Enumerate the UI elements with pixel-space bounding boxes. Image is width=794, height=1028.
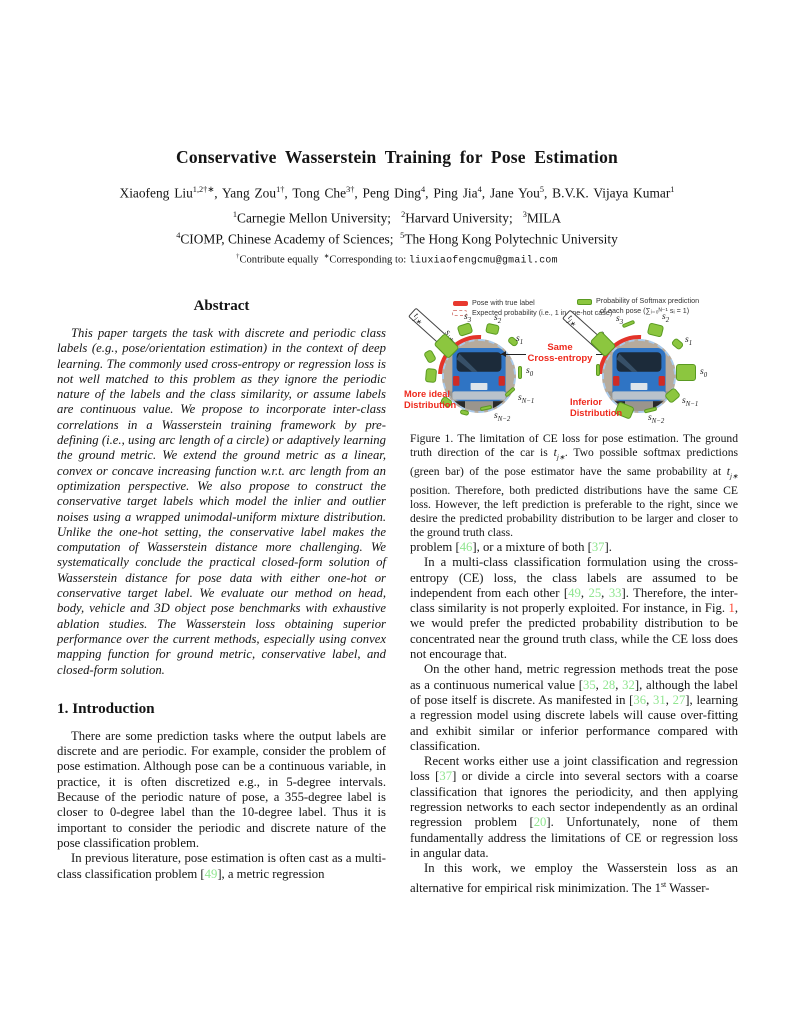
- paper-title: Conservative Wasserstein Training for Po…: [175, 146, 618, 167]
- affiliation-line-2: 4CIOMP, Chinese Academy of Sciences; 5Th…: [176, 231, 618, 247]
- softmax-bar: [423, 349, 437, 364]
- softmax-bar: [518, 366, 522, 379]
- softmax-bar: [621, 319, 636, 329]
- pose-label-s2: s2: [494, 313, 502, 325]
- body-paragraph-4: Recent works either use a joint classifi…: [410, 754, 739, 860]
- pose-label-sN2: sN−2: [494, 411, 511, 423]
- right-column: Pose with true label Expected probabilit…: [404, 296, 739, 896]
- pose-label-s0: s0: [526, 366, 534, 378]
- footnote-line[interactable]: †Contribute equally ∗Corresponding to: l…: [236, 253, 558, 266]
- affiliation-line-1: 1Carnegie Mellon University; 2Harvard Un…: [232, 210, 562, 226]
- body-paragraph-2: In a multi-class classification formulat…: [410, 555, 739, 662]
- pose-label-s1: s1: [516, 334, 524, 346]
- pose-label-s1: s1: [685, 335, 693, 347]
- intro-paragraph-1: There are some prediction tasks where th…: [57, 728, 386, 850]
- softmax-bar: [596, 364, 600, 376]
- pose-label-sN2: sN−2: [648, 413, 665, 425]
- pose-label-sN1: sN−1: [518, 393, 535, 405]
- pose-circle-right: [602, 339, 676, 413]
- figure-1: Pose with true label Expected probabilit…: [404, 296, 738, 434]
- author-line: Xiaofeng Liu1,2†∗, Yang Zou1†, Tong Che3…: [119, 185, 675, 201]
- abstract-text: This paper targets the task with discret…: [57, 326, 386, 677]
- intro-paragraph-2: In previous literature, pose estimation …: [57, 851, 386, 881]
- same-cross-entropy-label: Same Cross-entropy: [527, 342, 593, 364]
- legend-softmax-text-1: Probability of Softmax prediction: [596, 296, 700, 305]
- legend-softmax-text-2: of each pose (∑ᵢ₌₀ᴺ⁻¹ sᵢ = 1): [600, 306, 690, 315]
- legend-expected-swatch: [452, 310, 467, 316]
- pose-label-s3: s3: [464, 312, 472, 324]
- abstract-heading: Abstract: [193, 298, 250, 314]
- legend-true-label-swatch: [453, 301, 468, 306]
- body-paragraph-3: On the other hand, metric regression met…: [410, 662, 739, 753]
- softmax-bar: [424, 368, 438, 383]
- legend-softmax-swatch: [577, 299, 592, 305]
- introduction-heading: 1. Introduction: [57, 699, 155, 717]
- pose-label-s3: s3: [616, 314, 624, 326]
- softmax-bar: [670, 337, 685, 351]
- more-ideal-label: More ideal Distribution: [404, 389, 457, 410]
- left-arrow: [500, 351, 526, 358]
- body-paragraph-5: In this work, we employ the Wasserstein …: [410, 861, 738, 895]
- legend-expected-text: Expected probability (i.e., 1 in one-hot…: [472, 308, 613, 317]
- body-paragraph-1: problem [46], or a mixture of both [37].: [410, 539, 612, 554]
- van-photo: [604, 341, 674, 411]
- figure-caption: Figure 1. The limitation of CE loss for …: [410, 432, 739, 540]
- pose-label-s2: s2: [662, 312, 670, 324]
- pose-label-sN1: sN−1: [682, 396, 699, 408]
- inferior-label: Inferior Distribution: [570, 397, 623, 418]
- left-column: Abstract This paper targets the task wit…: [57, 296, 386, 882]
- pose-label-s0: s0: [700, 367, 708, 379]
- softmax-bar: [676, 364, 696, 381]
- legend-true-label-text: Pose with true label: [472, 298, 535, 307]
